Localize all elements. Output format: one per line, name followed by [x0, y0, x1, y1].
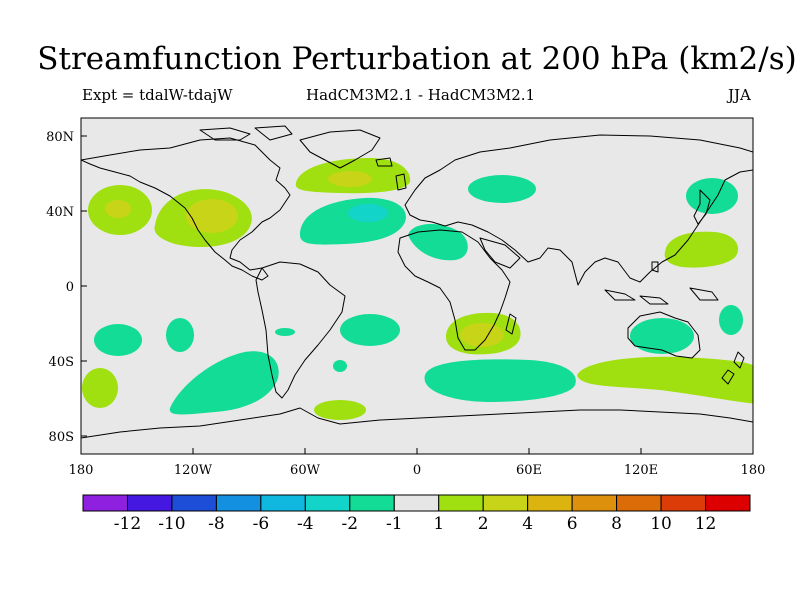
contour-blob	[408, 224, 468, 261]
colorbar-swatch	[705, 494, 751, 512]
lon-tick-label: 120E	[624, 463, 658, 478]
lat-tick-label: 80S	[49, 430, 74, 445]
models-label: HadCM3M2.1 - HadCM3M2.1	[306, 86, 536, 104]
contour-blob	[169, 351, 279, 415]
contour-blob	[577, 356, 753, 404]
contour-blob	[340, 314, 400, 346]
colorbar-label: -4	[297, 514, 314, 534]
contour-blob	[719, 305, 743, 335]
experiment-label: Expt = tdalW-tdajW	[82, 86, 233, 104]
coastline-madagascar	[505, 313, 517, 335]
axis-ticks	[80, 135, 754, 454]
contour-blob	[328, 171, 372, 187]
lat-tick-label: 0	[66, 280, 74, 295]
coastline-eurasia	[404, 134, 753, 286]
contour-blob	[348, 204, 388, 222]
lat-tick-label: 40N	[46, 205, 74, 220]
colorbar-labels: -12 -10 -8 -6 -4 -2 -1 1 2 4 6 8 10 12	[114, 514, 717, 534]
coastline-australia	[627, 311, 701, 359]
colorbar-label: 8	[611, 514, 622, 534]
colorbar-swatch	[349, 494, 395, 512]
contour-blob	[105, 200, 131, 218]
lon-tick-label: 0	[413, 463, 421, 478]
contour-blob	[166, 318, 194, 352]
chart-title: Streamfunction Perturbation at 200 hPa (…	[37, 41, 797, 77]
contour-blob	[630, 318, 694, 354]
colorbar-swatch	[616, 494, 662, 512]
coastline-uk	[375, 157, 407, 191]
colorbar-label: 12	[695, 514, 717, 534]
lat-tick-label: 40S	[49, 355, 74, 370]
lon-tick-label: 60E	[516, 463, 542, 478]
colorbar-label: -6	[253, 514, 270, 534]
coastline-antarctica	[81, 407, 753, 439]
coastline-arctic-islands	[199, 125, 293, 141]
colorbar-label: 6	[567, 514, 578, 534]
colorbar-swatch	[215, 494, 262, 512]
coastline-africa	[397, 229, 511, 351]
colorbar-swatch	[660, 494, 707, 512]
coastline-greenland	[299, 129, 381, 169]
contour-blob	[186, 199, 238, 233]
colorbar-swatch	[438, 494, 484, 512]
contour-blob	[686, 178, 738, 214]
colorbar-swatch	[527, 494, 573, 512]
colorbar-label: -1	[386, 514, 403, 534]
lon-tick-label: 180	[69, 463, 94, 478]
colorbar-label: -12	[114, 514, 141, 534]
contour-blob	[314, 400, 366, 420]
colorbar-label: -10	[158, 514, 185, 534]
colorbar-swatch	[126, 494, 173, 512]
colorbar-label: 1	[433, 514, 444, 534]
coastline-south-america	[255, 261, 346, 399]
coastlines	[81, 125, 753, 439]
latitude-labels: 80N 40N 0 40S 80S	[46, 130, 74, 445]
coastline-islands	[604, 261, 719, 305]
coastline-north-america	[81, 137, 291, 281]
lon-tick-label: 180	[741, 463, 766, 478]
colorbar-label: 4	[522, 514, 533, 534]
season-label: JJA	[728, 86, 751, 104]
contour-blob	[460, 323, 504, 347]
colorbar-swatch	[393, 494, 440, 512]
colorbar-label: 2	[478, 514, 489, 534]
contour-blob	[275, 328, 295, 336]
longitude-labels: 180 120W 60W 0 60E 120E 180	[69, 463, 766, 478]
colorbar-swatch	[171, 494, 217, 512]
colorbar-swatch	[260, 494, 306, 512]
lon-tick-label: 60W	[290, 463, 321, 478]
colorbar-swatch	[82, 494, 128, 512]
lon-tick-label: 120W	[174, 463, 213, 478]
coastline-arabia	[479, 237, 521, 269]
contour-blob	[468, 175, 536, 203]
coastline-japan	[693, 189, 711, 225]
contour-blob	[664, 231, 739, 268]
colorbar-label: -8	[208, 514, 225, 534]
contour-blob	[94, 324, 142, 356]
contour-fields	[82, 158, 753, 420]
colorbar-label: -2	[342, 514, 359, 534]
contour-blob	[333, 360, 347, 372]
colorbar-swatch	[571, 494, 618, 512]
colorbar-swatch	[482, 494, 529, 512]
lat-tick-label: 80N	[46, 130, 74, 145]
colorbar-swatch	[304, 494, 351, 512]
contour-blob	[424, 359, 576, 402]
colorbar-label: 10	[650, 514, 672, 534]
contour-blob	[82, 368, 118, 408]
coastline-new-zealand	[721, 351, 745, 385]
colorbar	[82, 494, 751, 512]
